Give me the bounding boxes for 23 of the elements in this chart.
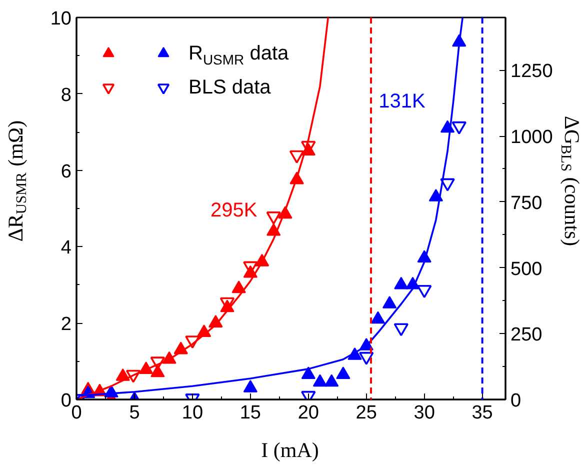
- x-tick-label: 10: [182, 402, 204, 424]
- y2-tick-label: 1000: [510, 127, 553, 148]
- x-tick-label: 30: [414, 402, 435, 424]
- y-tick-label: 10: [50, 8, 72, 30]
- y-tick-label: 6: [60, 161, 72, 182]
- y2-tick-label: 1250: [510, 61, 553, 82]
- x-tick-label: 15: [240, 402, 261, 424]
- x-tick-label: 20: [298, 402, 319, 424]
- x-axis-title: I (mA): [261, 438, 319, 462]
- x-tick-label: 25: [356, 402, 377, 424]
- series-label: 295K: [210, 199, 258, 222]
- y2-tick-label: 500: [510, 258, 542, 280]
- y2-axis-title: ΔGBLS (counts): [558, 116, 584, 246]
- y-tick-label: 4: [60, 238, 72, 259]
- y-tick-label: 2: [60, 314, 72, 336]
- x-tick-label: 35: [472, 402, 493, 424]
- y2-tick-label: 750: [510, 192, 542, 214]
- y2-tick-label: 250: [510, 324, 542, 346]
- series-label: 131K: [378, 90, 426, 113]
- legend-label: BLS data: [188, 76, 272, 98]
- x-tick-label: 5: [129, 402, 140, 424]
- y-axis-title: ΔRUSMR (mΩ): [4, 120, 30, 242]
- y-tick-label: 8: [60, 84, 72, 106]
